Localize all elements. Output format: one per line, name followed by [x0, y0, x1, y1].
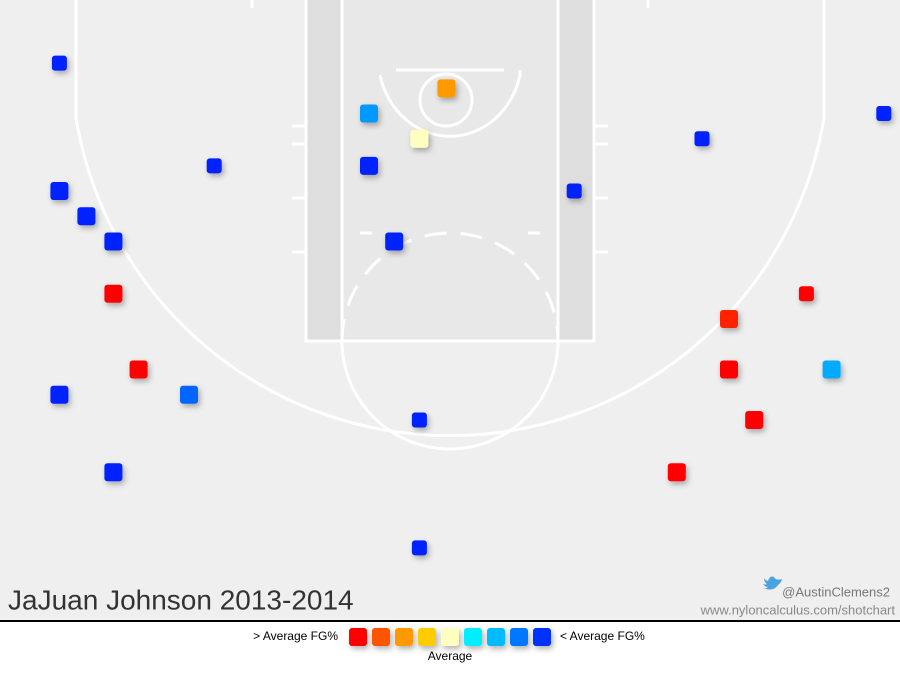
- shot: [410, 129, 429, 148]
- credit: @AustinClemens2: [782, 584, 890, 599]
- legend-high: > Average FG%: [253, 629, 338, 643]
- legend-swatch: [510, 628, 528, 646]
- shot: [50, 182, 69, 201]
- shot: [411, 540, 427, 556]
- shot: [822, 360, 841, 379]
- legend-swatch: [441, 628, 459, 646]
- shot: [566, 183, 582, 199]
- shot: [360, 104, 378, 123]
- legend-middle: Average: [428, 649, 473, 663]
- shot: [129, 360, 148, 379]
- shot: [206, 158, 222, 174]
- url: www.nyloncalculus.com/shotchart: [700, 602, 896, 617]
- legend-swatch: [533, 628, 551, 646]
- shot: [51, 55, 67, 71]
- shot: [411, 412, 427, 428]
- shot: [104, 284, 123, 303]
- shot: [104, 463, 123, 482]
- legend-swatch: [395, 628, 413, 646]
- court-lines: [74, 0, 826, 451]
- shot: [667, 463, 686, 482]
- shot: [694, 131, 710, 147]
- shot: [720, 360, 738, 379]
- shot: [745, 410, 764, 429]
- shot: [437, 79, 456, 98]
- shot: [798, 286, 814, 302]
- shot: [77, 207, 96, 226]
- legend-swatch: [418, 628, 436, 646]
- legend-swatch: [372, 628, 390, 646]
- shot: [385, 232, 404, 251]
- shot: [104, 232, 123, 251]
- shot: [180, 385, 198, 404]
- chart-title: JaJuan Johnson 2013-2014: [8, 584, 354, 615]
- legend-swatch: [349, 628, 367, 646]
- legend-swatch: [487, 628, 505, 646]
- legend-swatch: [464, 628, 482, 646]
- legend-low: < Average FG%: [560, 629, 645, 643]
- shot: [720, 310, 738, 329]
- shot: [876, 106, 892, 122]
- shot: [50, 385, 69, 404]
- shot: [360, 156, 378, 175]
- twitter-icon: [762, 576, 782, 590]
